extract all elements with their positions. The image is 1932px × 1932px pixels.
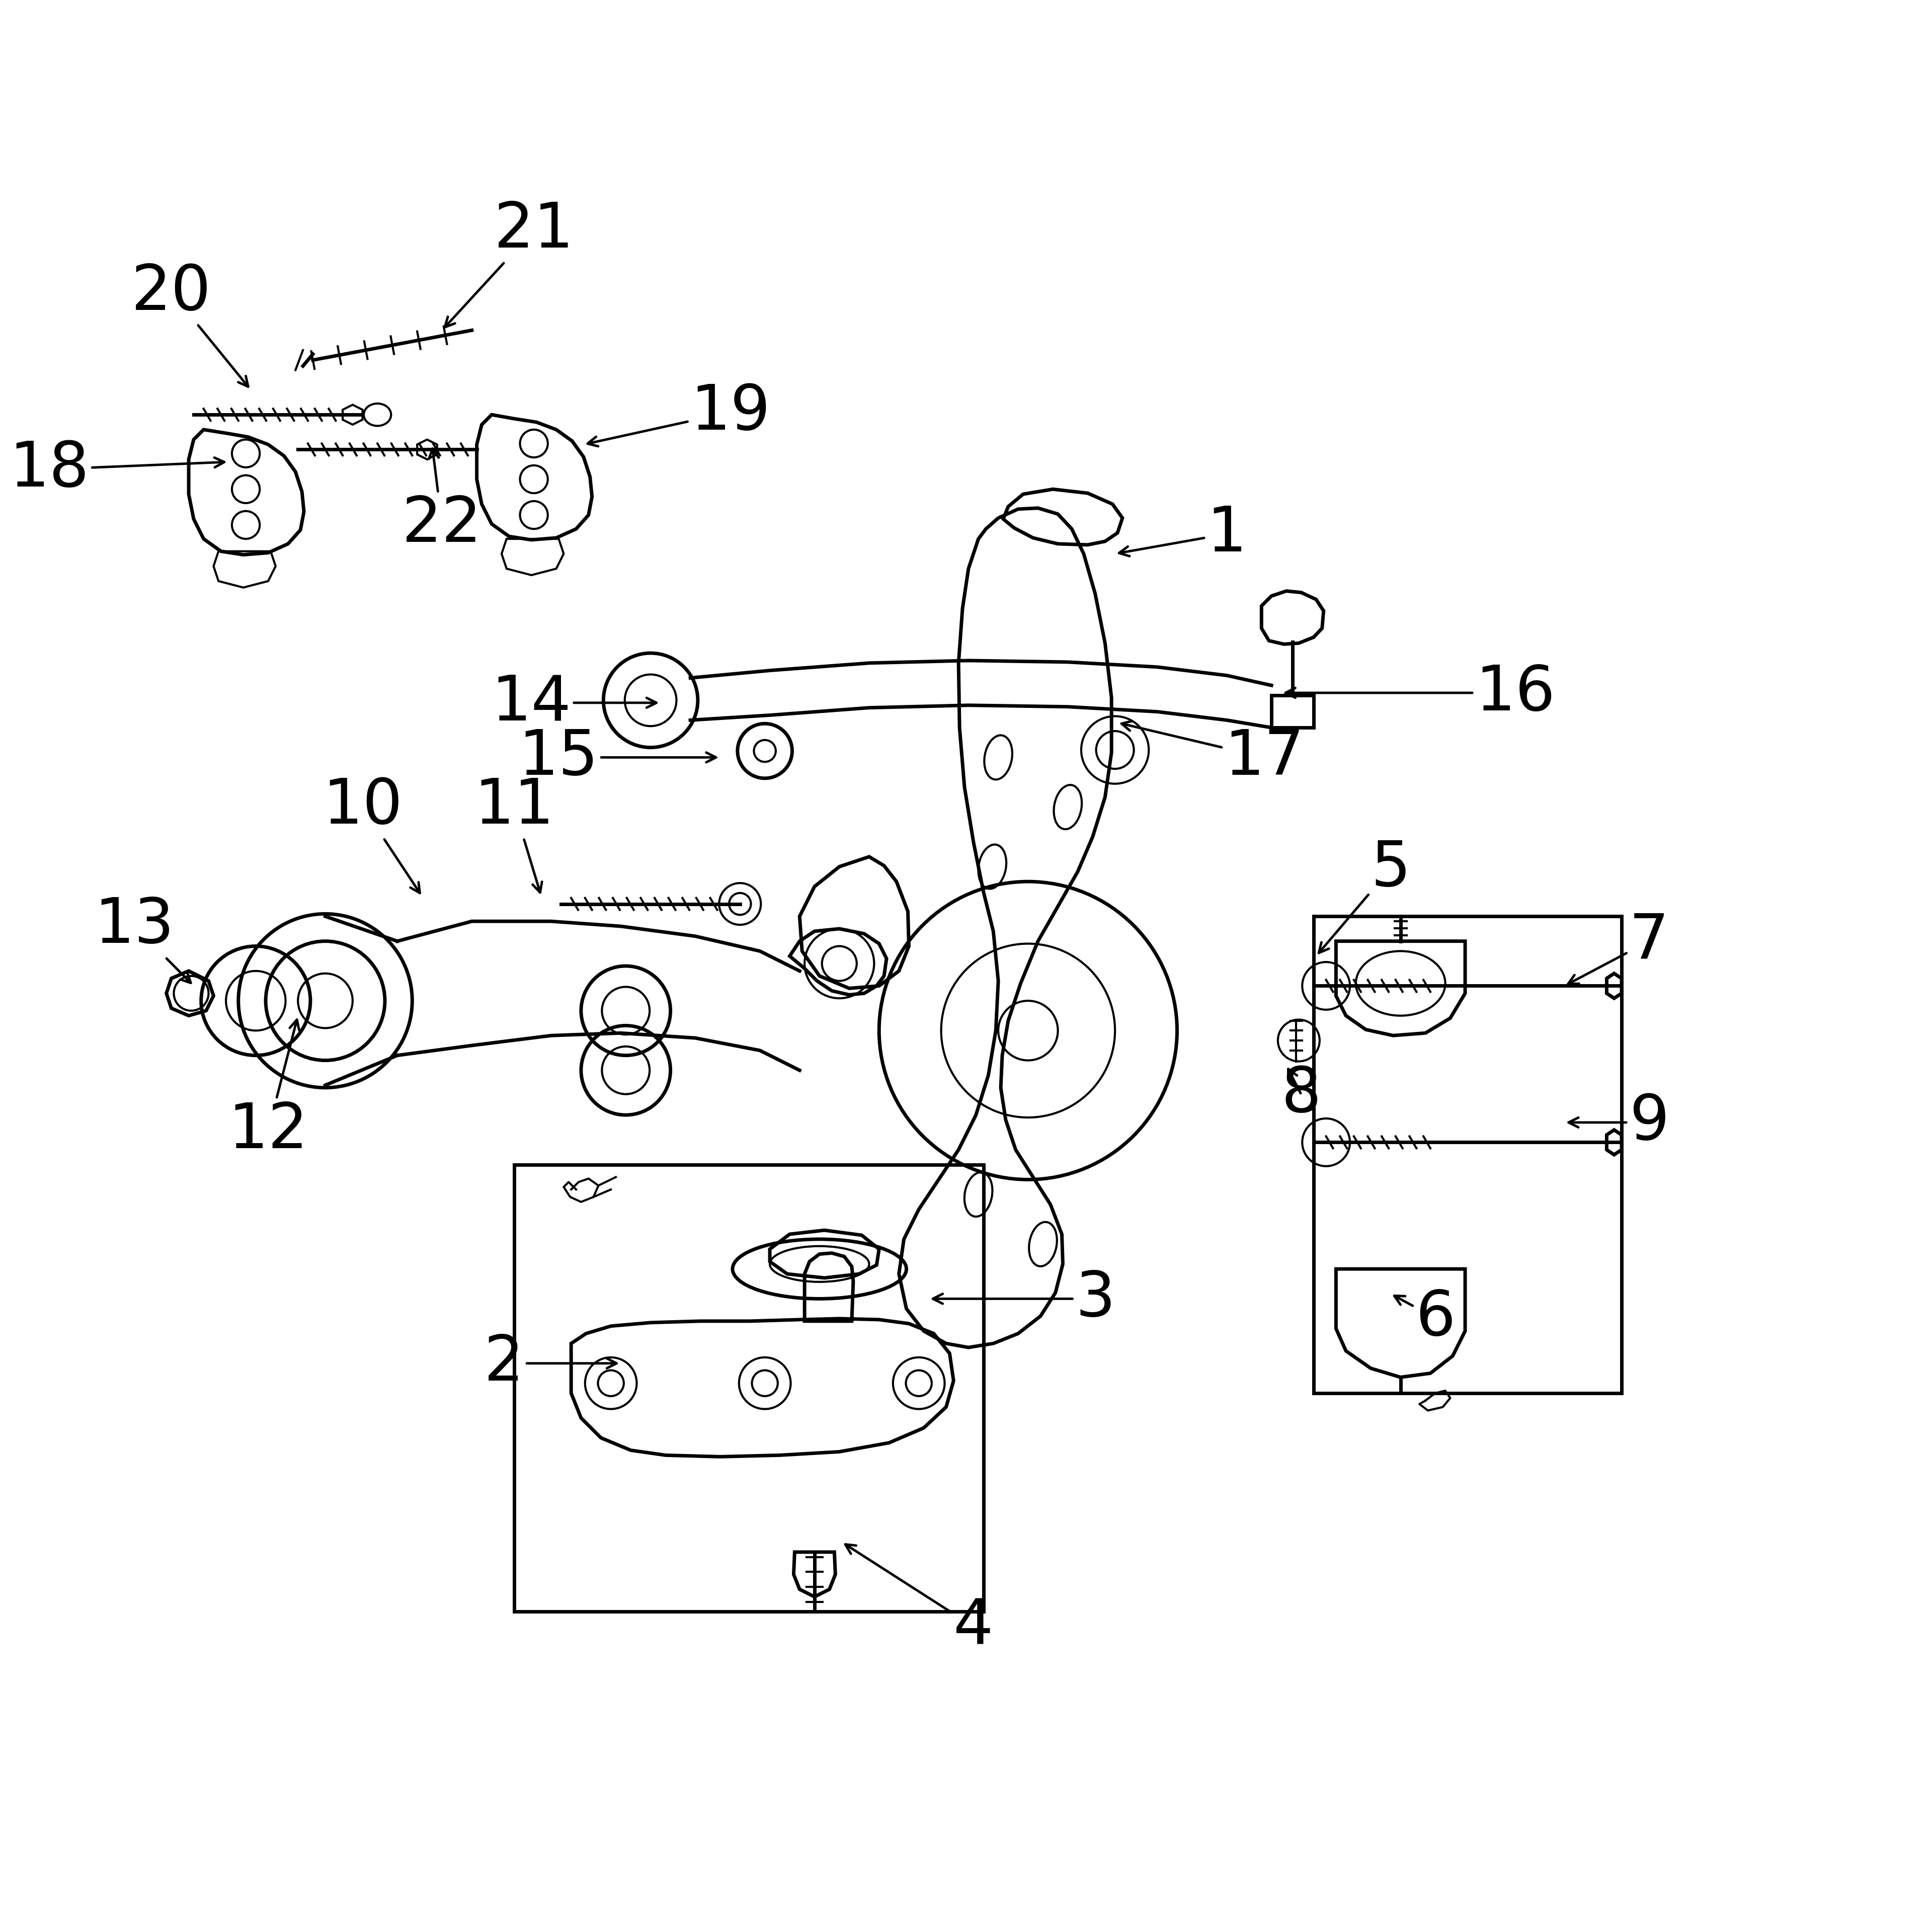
Text: 7: 7 [1569, 910, 1669, 983]
Text: 20: 20 [131, 263, 247, 386]
Text: 12: 12 [228, 1020, 309, 1161]
Text: 9: 9 [1569, 1092, 1669, 1153]
Text: 8: 8 [1281, 1065, 1321, 1124]
Text: 16: 16 [1285, 663, 1555, 723]
Text: 13: 13 [95, 895, 191, 983]
Text: 14: 14 [491, 672, 657, 734]
Text: 15: 15 [518, 726, 717, 788]
Text: 22: 22 [402, 448, 481, 554]
Text: 6: 6 [1395, 1287, 1455, 1349]
Text: 19: 19 [587, 383, 771, 446]
Bar [1314, 916, 1621, 1393]
Circle shape [728, 893, 752, 916]
Text: 4: 4 [846, 1544, 993, 1658]
Text: 17: 17 [1121, 721, 1304, 788]
Text: 2: 2 [483, 1333, 616, 1393]
Text: 1: 1 [1119, 504, 1246, 564]
Text: 11: 11 [473, 777, 554, 893]
Text: 21: 21 [444, 199, 574, 327]
Bar [514, 1165, 983, 1611]
Text: 5: 5 [1320, 838, 1410, 952]
Text: 18: 18 [10, 439, 224, 500]
Text: 3: 3 [933, 1267, 1115, 1329]
Text: 10: 10 [323, 777, 419, 893]
